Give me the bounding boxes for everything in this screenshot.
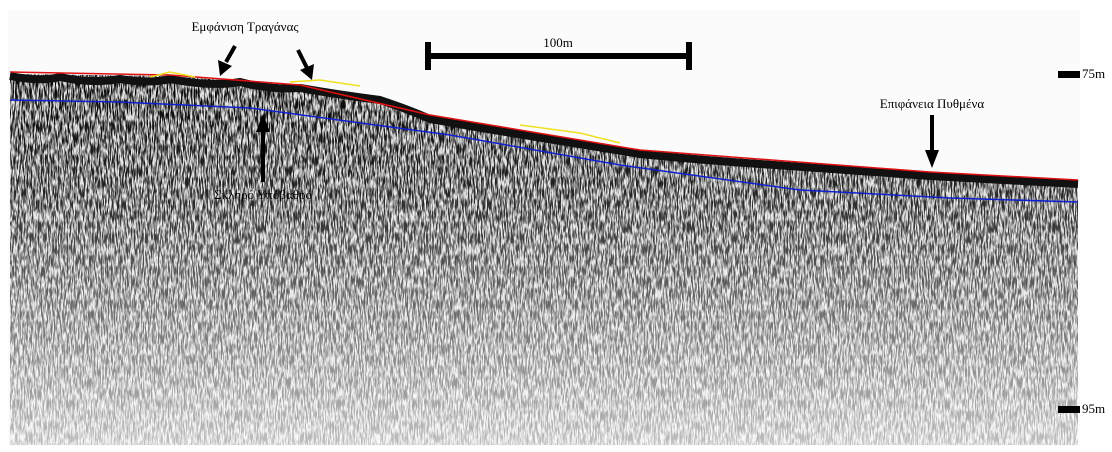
depth-tick xyxy=(1058,406,1080,413)
coralligenous-line xyxy=(149,71,621,144)
substrate-line xyxy=(9,99,1079,203)
scale-bar xyxy=(425,42,692,70)
annotation: Σκληρό Υπόβαθρο xyxy=(214,187,312,202)
scale-label: 100m xyxy=(543,35,573,50)
depth-tick xyxy=(1058,71,1080,78)
arrow xyxy=(218,45,314,80)
annotation: Επιφάνεια Πυθμένα xyxy=(880,96,985,111)
seabed-line xyxy=(9,71,1079,181)
arrow xyxy=(256,114,270,182)
seabed-echo xyxy=(9,72,1079,188)
annotation: Εμφάνιση Τραγάνας xyxy=(191,19,299,34)
depth-label: 95m xyxy=(1082,401,1105,416)
depth-label: 75m xyxy=(1082,66,1105,81)
arrow xyxy=(925,115,939,168)
